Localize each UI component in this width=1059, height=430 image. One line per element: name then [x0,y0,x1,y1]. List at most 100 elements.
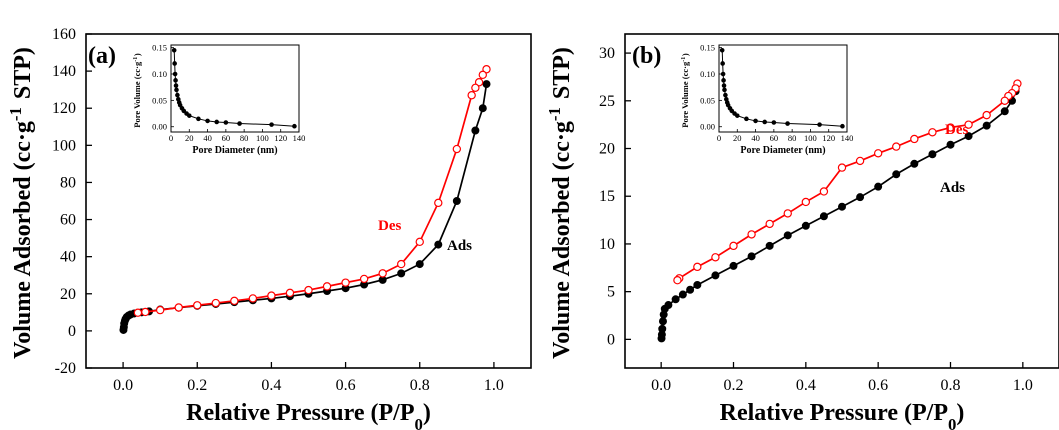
inset-x-tick-label: 100 [804,133,817,143]
ads-data-point [729,261,738,270]
inset-y-tick-label: 0.05 [152,95,167,105]
des-data-point [285,288,295,298]
ads-data-point [415,260,424,269]
des-data-point [1000,96,1009,106]
y-tick-label: 15 [599,188,615,205]
des-data-point [693,262,702,272]
inset-y-tick-label: 0.00 [700,122,715,132]
inset-y-tick-label: 0.10 [152,69,167,79]
des-data-point [397,259,406,269]
plot-frame [85,33,532,369]
inset-x-tick-label: 80 [788,133,797,143]
x-tick-label: 0.8 [941,377,961,394]
x-axis-title: Relative Pressure (P/P0) [186,400,431,430]
des-data-point [892,142,901,151]
des-data-point [341,278,350,287]
des-data-point [359,274,369,284]
inset-plot-frame [718,44,848,133]
y-tick-label: 100 [52,137,76,154]
ads-data-point [982,121,991,130]
panel-label: (b) [632,43,661,69]
x-tick-label: 1.0 [484,377,504,394]
x-tick-label: 0.6 [336,377,356,394]
des-data-point [673,276,682,285]
inset-chart: 0 20 40 60 80 100 120 140 0.00 0.05 0.10 0.15 Pore D… [132,43,305,156]
inset-y-tick-label: 0.00 [152,122,167,132]
inset-plot-frame [170,44,300,133]
des-data-point [747,230,756,239]
des-data-point [478,70,487,80]
des-data-point [783,209,792,218]
inset-x-tick-label: 120 [822,133,835,143]
inset-y-tick-label: 0.15 [700,43,715,53]
ads-label: Ads [447,238,472,254]
inset-x-axis-title: Pore Diameter (nm) [192,145,277,156]
inset-chart: 0 20 40 60 80 100 120 140 0.00 0.05 0.10 0.15 Pore D… [680,43,853,156]
inset-data-point [817,122,822,127]
inset-data-point [722,87,727,93]
des-data-point [964,120,973,129]
des-data-point [928,128,937,137]
ads-data-point [686,285,695,294]
inset-x-tick-label: 40 [203,133,212,143]
ads-data-point [671,295,680,304]
des-data-point [837,163,847,172]
y-axis-title: Volume Adsorbed (cc·g-1 STP) [545,47,576,359]
inset-data-point [762,119,768,125]
inset-data-point [753,118,758,124]
inset-x-axis-title: Pore Diameter (nm) [740,145,825,156]
ads-data-point [892,170,901,179]
y-tick-label: 20 [599,141,615,158]
ads-data-point [928,150,937,159]
ads-data-point [747,252,756,261]
ads-data-point [658,324,667,333]
inset-data-point [205,118,210,124]
y-axis-title: Volume Adsorbed (cc·g-1 STP) [6,47,37,359]
des-data-point [855,156,865,166]
des-data-point [248,294,258,303]
des-data-point [729,241,738,251]
inset-data-point [720,71,726,77]
inset-data-point [196,116,201,122]
x-tick-label: 0.0 [651,377,671,394]
des-data-point [415,237,424,247]
inset-data-point [172,61,177,66]
ads-data-point [434,240,443,249]
inset-data-point [729,108,735,114]
y-tick-label: 120 [52,100,76,117]
des-data-point [946,123,955,132]
des-label: Des [945,122,968,138]
inset-x-tick-label: 40 [751,133,760,143]
des-data-point [711,253,720,262]
des-data-point [155,305,165,315]
chart-panel-a: 0.0 0.2 0.4 0.6 0.8 1.0 -20 0 20 40 60 80 100 120 140 1… [6,26,532,430]
y-tick-label: 160 [52,26,76,43]
des-series-line [137,68,488,314]
des-data-point [434,198,443,208]
inset-data-point [223,120,229,125]
ads-data-point [838,202,847,211]
des-data-point [982,110,991,120]
y-tick-label: 80 [60,174,76,191]
des-data-point [141,307,150,317]
x-tick-label: 0.2 [187,377,207,394]
ads-data-point [678,290,687,299]
inset-data-point [292,123,297,129]
des-data-point [471,83,480,93]
inset-data-point [269,122,274,127]
des-data-point [230,296,239,306]
inset-x-tick-label: 120 [274,133,287,143]
y-tick-label: 10 [599,236,615,253]
ads-data-point [765,241,774,250]
des-label: Des [378,218,401,234]
inset-data-point [181,108,187,114]
ads-data-point [471,126,480,135]
ads-data-point [964,132,973,141]
y-tick-label: 30 [599,45,615,62]
ads-data-point [693,280,702,289]
des-data-point [193,301,202,310]
des-data-point [133,308,143,317]
chart-panel-b: 0.0 0.2 0.4 0.6 0.8 1.0 0 5 10 15 20 25 30 Relative P… [545,33,1059,430]
ads-data-point [1000,107,1009,116]
inset-data-point [785,121,790,126]
